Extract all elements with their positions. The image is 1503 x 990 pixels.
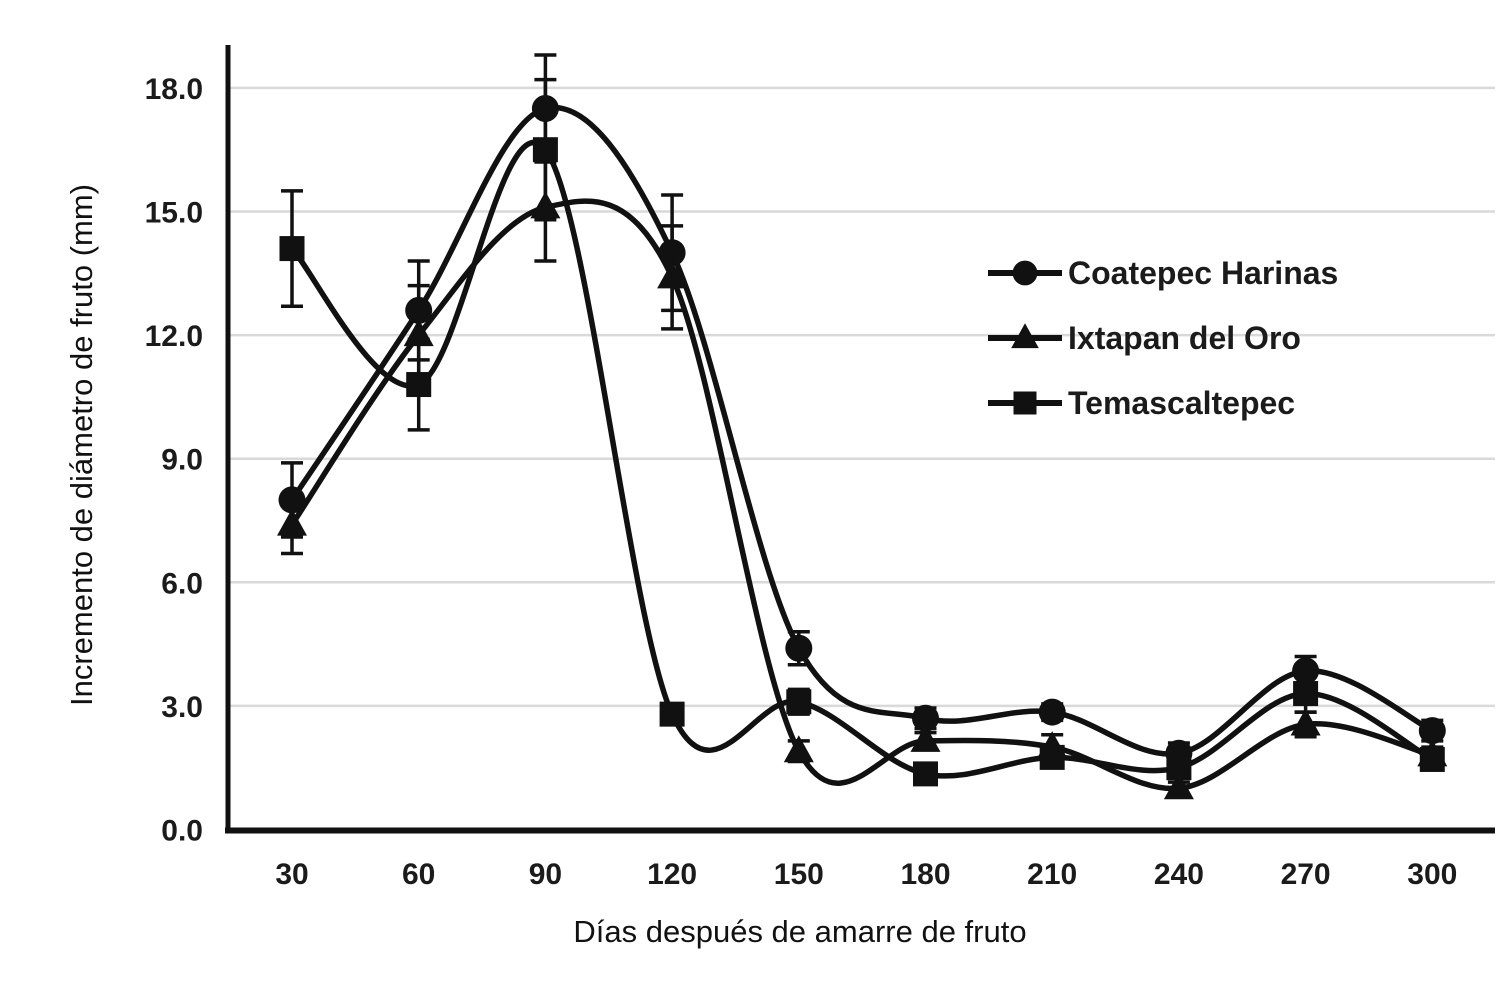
legend-item: Ixtapan del Oro [988,320,1301,356]
legend-label: Ixtapan del Oro [1068,320,1301,356]
square-marker [406,372,432,398]
square-marker [1039,744,1065,770]
x-tick-label: 90 [529,858,562,891]
series-line [289,104,1436,757]
triangle-marker [657,261,688,289]
triangle-marker [1163,772,1194,800]
y-tick-label: 3.0 [161,691,203,724]
square-legend-marker [1013,391,1037,415]
x-axis-title: Días después de amarre de fruto [573,914,1026,949]
y-tick-label: 0.0 [161,815,203,848]
triangle-marker [783,735,814,763]
x-tick-label: 60 [402,858,435,891]
y-tick-label: 18.0 [145,73,203,106]
series-lines [289,104,1436,792]
legend-item: Coatepec Harinas [988,255,1338,291]
triangle-marker [1290,708,1321,736]
x-tick-label: 150 [774,858,824,891]
square-marker [532,137,558,163]
triangle-marker [277,508,307,536]
circle-marker [278,486,306,514]
square-marker [1166,755,1192,781]
square-marker [1293,681,1319,707]
triangle-marker [403,319,434,347]
circle-marker [912,704,939,732]
circle-marker [1292,657,1320,685]
square-marker [786,689,812,715]
y-tick-label: 12.0 [145,320,203,353]
circle-marker [658,239,686,267]
series-markers [277,95,1448,800]
x-tick-label: 30 [275,858,308,891]
tick-labels: 0.0 3.0 6.0 9.0 12.0 15.0 18.0 30 60 90 120 150 180 2… [145,73,1458,891]
square-marker [1419,746,1445,772]
legend-label: Coatepec Harinas [1068,255,1338,291]
circle-marker [531,95,559,122]
circle-marker [405,296,433,324]
x-tick-label: 300 [1407,858,1457,891]
y-tick-label: 15.0 [145,197,203,230]
circle-legend-marker [1012,260,1038,286]
y-tick-label: 6.0 [161,567,203,600]
x-tick-label: 210 [1027,858,1077,891]
x-tick-label: 240 [1154,858,1204,891]
x-tick-label: 180 [900,858,950,891]
legend-item: Temascaltepec [988,385,1295,421]
square-marker [659,701,685,727]
circle-marker [1418,717,1446,745]
triangle-marker [910,724,941,752]
circle-marker [785,634,813,662]
axes [225,45,1495,834]
square-marker [279,236,305,262]
gridlines [230,86,1495,708]
triangle-legend-marker [1011,323,1039,349]
x-tick-label: 270 [1281,858,1331,891]
legend-label: Temascaltepec [1068,385,1295,421]
triangle-marker [530,191,561,219]
circle-marker [1038,698,1066,726]
series-line [289,139,1436,779]
y-tick-label: 9.0 [161,444,203,477]
x-tick-label: 120 [647,858,697,891]
error-bars [281,53,1444,797]
square-marker [913,761,938,787]
legend: Coatepec Harinas Ixtapan del Oro Temascalt… [988,255,1338,421]
y-axis-title: Incremento de diámetro de fruto (mm) [64,184,99,706]
